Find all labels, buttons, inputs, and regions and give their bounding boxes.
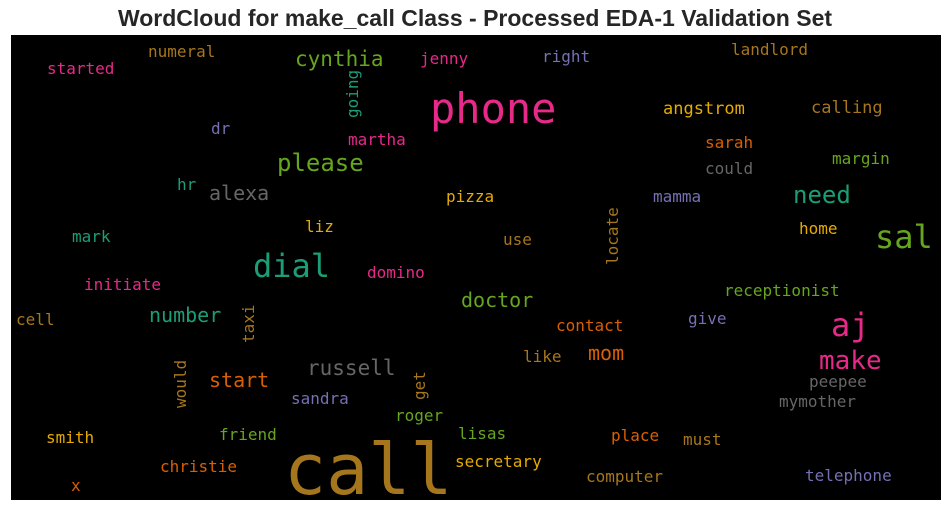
word-calling: calling bbox=[811, 98, 883, 118]
word-sarah: sarah bbox=[705, 133, 754, 152]
word-mamma: mamma bbox=[653, 187, 702, 206]
word-start: start bbox=[209, 368, 270, 392]
word-mark: mark bbox=[72, 227, 111, 246]
word-would: would bbox=[171, 359, 190, 408]
word-locate: locate bbox=[603, 206, 622, 265]
word-cloud: call phone sal aj dial make please need cynthia r… bbox=[11, 35, 941, 500]
word-home: home bbox=[799, 219, 838, 238]
word-cynthia: cynthia bbox=[295, 47, 384, 71]
word-roger: roger bbox=[395, 406, 444, 425]
word-hr: hr bbox=[177, 175, 197, 194]
word-mom: mom bbox=[588, 341, 625, 365]
word-domino: domino bbox=[367, 263, 425, 282]
word-jenny: jenny bbox=[420, 49, 469, 68]
word-contact: contact bbox=[556, 316, 624, 335]
word-taxi: taxi bbox=[239, 304, 258, 344]
chart-title: WordCloud for make_call Class - Processe… bbox=[117, 5, 833, 31]
word-alexa: alexa bbox=[209, 181, 270, 205]
word-like: like bbox=[523, 347, 562, 366]
word-dr: dr bbox=[211, 119, 231, 138]
word-friend: friend bbox=[219, 425, 277, 444]
word-going: going bbox=[343, 69, 362, 118]
word-make: make bbox=[819, 346, 882, 376]
word-russell: russell bbox=[307, 356, 396, 380]
word-place: place bbox=[611, 426, 660, 445]
word-number: number bbox=[149, 303, 222, 327]
word-telephone: telephone bbox=[805, 466, 892, 485]
word-secretary: secretary bbox=[455, 452, 542, 471]
word-give: give bbox=[688, 309, 727, 328]
word-liz: liz bbox=[305, 217, 334, 236]
word-x: x bbox=[71, 476, 81, 495]
word-receptionist: receptionist bbox=[724, 281, 840, 300]
word-started: started bbox=[47, 59, 115, 78]
word-numeral: numeral bbox=[148, 42, 216, 61]
word-mymother: mymother bbox=[779, 392, 857, 411]
word-doctor: doctor bbox=[461, 288, 534, 312]
word-sandra: sandra bbox=[291, 389, 349, 408]
word-christie: christie bbox=[160, 457, 238, 476]
word-pizza: pizza bbox=[446, 187, 495, 206]
word-computer: computer bbox=[586, 467, 664, 486]
word-dial: dial bbox=[253, 247, 331, 285]
word-get: get bbox=[410, 370, 429, 400]
word-please: please bbox=[277, 149, 364, 177]
word-sal: sal bbox=[875, 218, 933, 256]
word-aj: aj bbox=[831, 306, 870, 344]
word-phone: phone bbox=[430, 84, 557, 133]
word-margin: margin bbox=[832, 149, 890, 168]
word-peepee: peepee bbox=[809, 372, 867, 391]
word-must: must bbox=[683, 430, 722, 449]
word-martha: martha bbox=[348, 130, 406, 149]
word-right: right bbox=[542, 47, 591, 66]
word-angstrom: angstrom bbox=[663, 99, 745, 119]
word-use: use bbox=[503, 230, 532, 249]
word-landlord: landlord bbox=[731, 40, 809, 59]
word-call: call bbox=[284, 429, 453, 500]
word-cell: cell bbox=[16, 310, 55, 329]
word-smith: smith bbox=[46, 428, 95, 447]
word-could: could bbox=[705, 159, 754, 178]
word-initiate: initiate bbox=[84, 275, 162, 294]
word-need: need bbox=[793, 181, 851, 209]
word-lisas: lisas bbox=[458, 424, 507, 443]
